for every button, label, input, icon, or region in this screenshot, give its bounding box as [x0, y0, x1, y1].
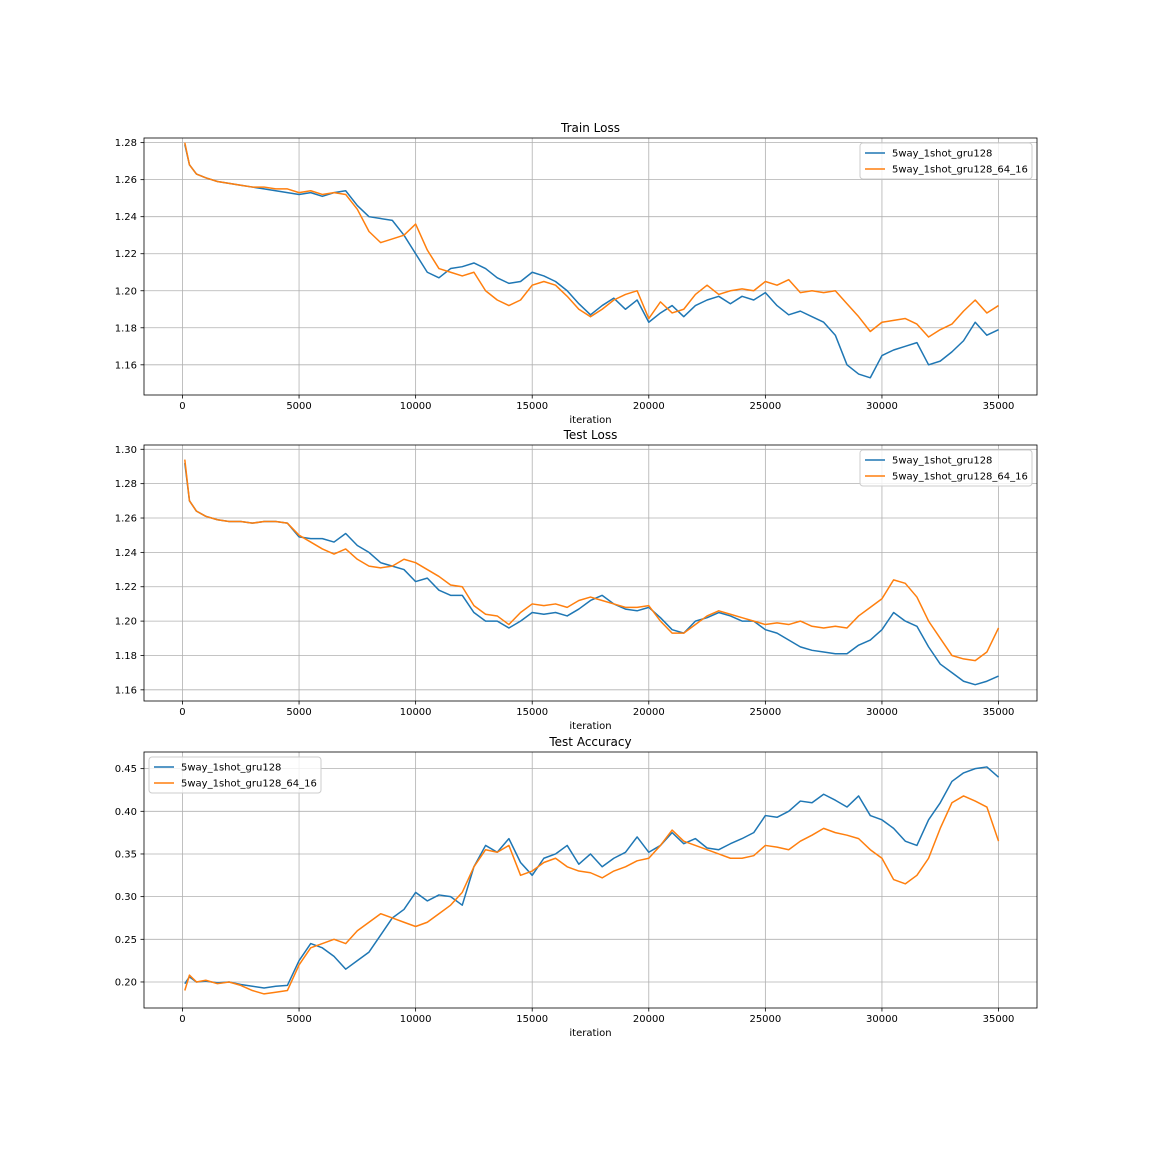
test-loss-legend-label-1: 5way_1shot_gru128 — [892, 456, 992, 467]
test-loss-x-axis-label: iteration — [569, 721, 611, 732]
train-loss-x-tick-label: 35000 — [983, 401, 1015, 412]
train-loss-legend-label-1: 5way_1shot_gru128 — [892, 149, 992, 160]
test-accuracy-legend: 5way_1shot_gru128 5way_1shot_gru128_64_16 — [148, 756, 322, 794]
train-loss-x-tick-label: 10000 — [400, 401, 432, 412]
test-accuracy-x-tick-label: 0 — [179, 1014, 185, 1025]
test-loss-series-line-1 — [184, 462, 999, 686]
train-loss-x-axis-label: iteration — [569, 415, 611, 426]
train-loss-x-tick-label: 0 — [179, 401, 185, 412]
train-loss-y-tick-label: 1.16 — [115, 360, 137, 371]
test-accuracy-y-tick-label: 0.40 — [115, 807, 137, 818]
test-accuracy-y-tick-label: 0.25 — [115, 935, 137, 946]
test-accuracy-chart: 0 5000 10000 15000 20000 25000 30000 35000 0.20 0… — [115, 735, 1038, 1039]
test-loss-axes-frame — [143, 444, 1038, 702]
test-loss-y-tick-label: 1.28 — [115, 479, 137, 490]
test-accuracy-title: Test Accuracy — [548, 735, 631, 749]
train-loss-chart: 0 5000 10000 15000 20000 25000 30000 35000 1.16 1… — [115, 121, 1038, 426]
test-loss-x-tick-label: 30000 — [866, 707, 898, 718]
train-loss-x-tick-label: 5000 — [286, 401, 311, 412]
train-loss-legend: 5way_1shot_gru128 5way_1shot_gru128_64_16 — [859, 142, 1033, 180]
test-accuracy-x-tick-label: 35000 — [983, 1014, 1015, 1025]
test-accuracy-y-tick-label: 0.20 — [115, 977, 137, 988]
test-accuracy-legend-label-2: 5way_1shot_gru128_64_16 — [181, 779, 317, 790]
test-accuracy-x-tick-label: 10000 — [400, 1014, 432, 1025]
train-loss-legend-box — [859, 142, 1033, 180]
train-loss-y-tick-label: 1.18 — [115, 323, 137, 334]
test-accuracy-y-tick-label: 0.45 — [115, 764, 137, 775]
test-accuracy-axes-frame — [143, 751, 1038, 1009]
test-loss-x-tick-label: 20000 — [633, 707, 665, 718]
test-accuracy-x-tick-label: 5000 — [286, 1014, 311, 1025]
train-loss-series-line-1 — [184, 144, 999, 379]
test-loss-y-tick-label: 1.16 — [115, 685, 137, 696]
train-loss-y-tick-label: 1.26 — [115, 175, 137, 186]
train-loss-y-tick-label: 1.20 — [115, 286, 137, 297]
test-loss-y-tick-label: 1.24 — [115, 548, 137, 559]
test-loss-chart: 0 5000 10000 15000 20000 25000 30000 35000 1.16 1… — [115, 428, 1038, 732]
test-loss-x-tick-label: 10000 — [400, 707, 432, 718]
train-loss-x-tick-label: 20000 — [633, 401, 665, 412]
train-loss-x-tick-label: 15000 — [516, 401, 548, 412]
test-accuracy-x-tick-label: 20000 — [633, 1014, 665, 1025]
test-loss-x-tick-label: 5000 — [286, 707, 311, 718]
test-loss-y-tick-label: 1.26 — [115, 514, 137, 525]
test-loss-legend-box — [859, 449, 1033, 487]
train-loss-x-tick-label: 25000 — [749, 401, 781, 412]
test-loss-title: Test Loss — [563, 428, 618, 442]
test-accuracy-x-tick-label: 25000 — [749, 1014, 781, 1025]
train-loss-title: Train Loss — [560, 121, 620, 135]
test-accuracy-legend-label-1: 5way_1shot_gru128 — [181, 763, 281, 774]
test-accuracy-series-line-1 — [184, 766, 1000, 989]
test-loss-x-tick-label: 15000 — [516, 707, 548, 718]
test-loss-series-line-2 — [184, 459, 1000, 662]
train-loss-y-tick-label: 1.24 — [115, 212, 137, 223]
train-loss-axes-frame — [143, 137, 1038, 396]
test-loss-x-tick-label: 25000 — [749, 707, 781, 718]
train-loss-x-tick-label: 30000 — [866, 401, 898, 412]
test-accuracy-x-tick-label: 30000 — [866, 1014, 898, 1025]
test-accuracy-series-line-2 — [184, 795, 1000, 995]
test-loss-x-tick-label: 0 — [179, 707, 185, 718]
test-loss-legend-label-2: 5way_1shot_gru128_64_16 — [892, 472, 1028, 483]
train-loss-legend-label-2: 5way_1shot_gru128_64_16 — [892, 165, 1028, 176]
train-loss-y-tick-label: 1.28 — [115, 138, 137, 149]
train-loss-y-tick-label: 1.22 — [115, 249, 137, 260]
test-accuracy-x-tick-label: 15000 — [516, 1014, 548, 1025]
test-loss-y-tick-label: 1.18 — [115, 651, 137, 662]
test-loss-legend: 5way_1shot_gru128 5way_1shot_gru128_64_16 — [859, 449, 1033, 487]
test-accuracy-x-axis-label: iteration — [569, 1028, 611, 1039]
test-accuracy-legend-box — [148, 756, 322, 794]
train-loss-series-line-2 — [184, 142, 999, 338]
test-accuracy-y-tick-label: 0.35 — [115, 849, 137, 860]
test-loss-y-tick-label: 1.22 — [115, 582, 137, 593]
test-accuracy-y-tick-label: 0.30 — [115, 892, 137, 903]
test-loss-x-tick-label: 35000 — [983, 707, 1015, 718]
test-loss-y-tick-label: 1.30 — [115, 445, 137, 456]
test-loss-y-tick-label: 1.20 — [115, 617, 137, 628]
